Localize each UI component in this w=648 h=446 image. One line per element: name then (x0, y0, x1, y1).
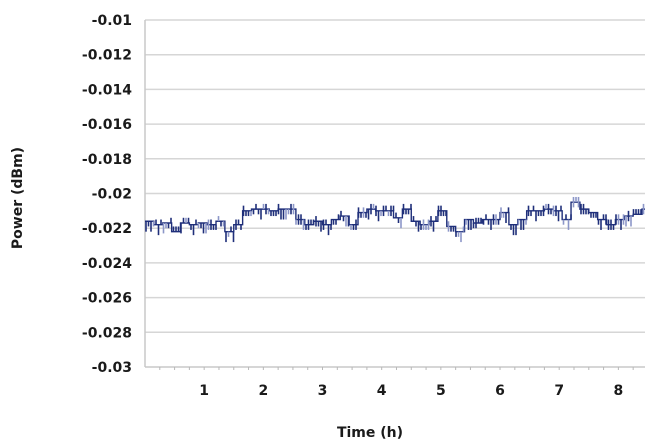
x-tick-label: 3 (318, 383, 328, 399)
y-tick-label: -0.016 (82, 117, 132, 133)
x-tick-label: 7 (554, 383, 564, 399)
series-line (145, 201, 645, 233)
x-tick-marks (159, 367, 634, 370)
x-axis-title: Time (h) (337, 425, 403, 441)
y-tick-label: -0.014 (82, 82, 132, 98)
x-tick-label: 6 (495, 383, 505, 399)
y-tick-label: -0.02 (92, 187, 132, 203)
x-tick-label: 1 (199, 383, 209, 399)
y-tick-label: -0.018 (82, 152, 132, 168)
y-tick-labels: -0.01 -0.012 -0.014 -0.016 -0.018 -0.02 -0.022… (82, 13, 132, 376)
y-tick-label: -0.026 (82, 291, 132, 307)
y-tick-label: -0.012 (82, 48, 132, 64)
x-tick-label: 8 (613, 383, 623, 399)
x-tick-label: 2 (258, 383, 268, 399)
x-tick-labels: 1 2 3 4 5 6 7 8 (199, 383, 623, 399)
y-tick-label: -0.024 (82, 256, 132, 272)
y-axis-title: Power (dBm) (10, 147, 26, 249)
y-tick-label: -0.03 (92, 360, 132, 376)
x-tick-label: 4 (377, 383, 387, 399)
y-tick-label: -0.022 (82, 221, 132, 237)
axes (144, 20, 645, 368)
y-tick-label: -0.028 (82, 325, 132, 341)
y-tick-label: -0.01 (92, 13, 132, 29)
series-power (145, 196, 645, 243)
grid-lines (145, 19, 645, 334)
x-tick-label: 5 (436, 383, 446, 399)
